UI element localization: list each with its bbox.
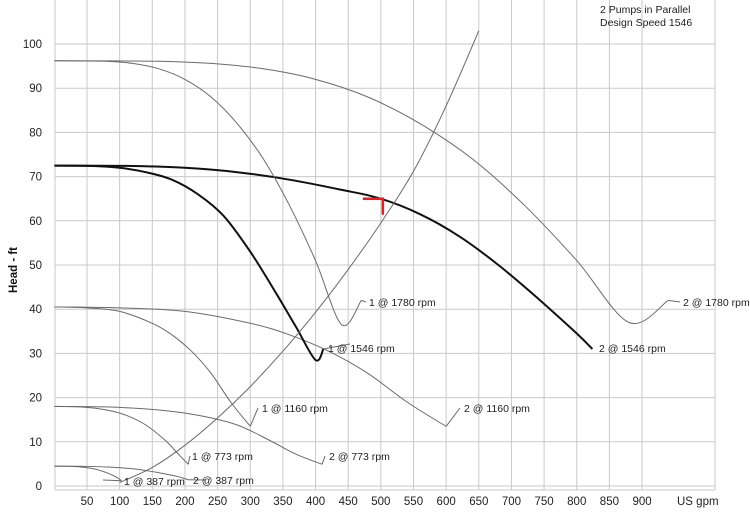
label-2-1160-rpm: 2 @ 1160 rpm: [464, 403, 530, 415]
curve-2-1160-rpm: [54, 306, 447, 427]
leader-2-773-rpm: [321, 455, 326, 465]
x-tick-600: 600: [437, 496, 456, 508]
leader-1-773-rpm: [187, 455, 191, 465]
y-tick-20: 20: [29, 393, 42, 405]
leader-2-1160-rpm: [445, 407, 461, 427]
label-2-1780-rpm: 2 @ 1780 rpm: [683, 297, 750, 309]
x-axis-label: US gpm: [677, 496, 719, 508]
label-1-773-rpm: 1 @ 773 rpm: [192, 451, 253, 463]
leader-1-1780-rpm: [361, 299, 367, 303]
y-tick-0: 0: [36, 481, 42, 493]
curve-1-387-rpm: [54, 465, 122, 482]
x-tick-350: 350: [273, 496, 292, 508]
x-tick-400: 400: [306, 496, 325, 508]
x-tick-450: 450: [339, 496, 358, 508]
curve-1-773-rpm: [54, 405, 189, 465]
y-tick-30: 30: [29, 348, 42, 360]
label-2-773-rpm: 2 @ 773 rpm: [329, 451, 390, 463]
label-2-1546-rpm: 2 @ 1546 rpm: [599, 343, 666, 355]
x-tick-650: 650: [469, 496, 488, 508]
leader-1-387-rpm: [102, 479, 122, 482]
curve-system-curve: [119, 30, 480, 483]
curve-2-773-rpm: [54, 405, 323, 465]
y-tick-90: 90: [29, 83, 42, 95]
x-tick-800: 800: [567, 496, 586, 508]
x-tick-700: 700: [502, 496, 521, 508]
label-2-387-rpm: 2 @ 387 rpm: [193, 475, 254, 487]
leader-1-1546-rpm: [323, 343, 351, 350]
label-1-1780-rpm: 1 @ 1780 rpm: [369, 297, 436, 309]
label-1-387-rpm: 1 @ 387 rpm: [124, 476, 185, 488]
y-tick-50: 50: [29, 260, 42, 272]
x-tick-300: 300: [241, 496, 260, 508]
curve-2-387-rpm: [54, 465, 189, 481]
x-tick-850: 850: [600, 496, 619, 508]
x-tick-250: 250: [208, 496, 227, 508]
operating-point-marker: [362, 197, 385, 215]
curve-1-1546-rpm: [54, 164, 325, 362]
chart-title-line-1: 2 Pumps in Parallel: [600, 4, 690, 16]
curve-1-1160-rpm: [54, 306, 251, 427]
leader-2-1780-rpm: [668, 299, 681, 303]
y-tick-10: 10: [29, 437, 42, 449]
y-axis-label: Head - ft: [8, 247, 20, 293]
curve-2-1780-rpm: [54, 60, 669, 325]
x-tick-750: 750: [535, 496, 554, 508]
y-tick-70: 70: [29, 172, 42, 184]
x-tick-900: 900: [632, 496, 651, 508]
leader-1-1160-rpm: [249, 407, 259, 427]
label-1-1546-rpm: 1 @ 1546 rpm: [328, 343, 395, 355]
x-tick-550: 550: [404, 496, 423, 508]
curve-1-1780-rpm: [54, 60, 362, 327]
chart-title-line-2: Design Speed 1546: [600, 17, 692, 29]
x-tick-200: 200: [175, 496, 194, 508]
y-tick-40: 40: [29, 304, 42, 316]
x-tick-50: 50: [81, 496, 94, 508]
y-tick-60: 60: [29, 216, 42, 228]
x-tick-150: 150: [143, 496, 162, 508]
label-1-1160-rpm: 1 @ 1160 rpm: [262, 403, 328, 415]
x-tick-100: 100: [110, 496, 129, 508]
x-tick-500: 500: [371, 496, 390, 508]
y-tick-100: 100: [23, 39, 42, 51]
y-tick-80: 80: [29, 127, 42, 139]
